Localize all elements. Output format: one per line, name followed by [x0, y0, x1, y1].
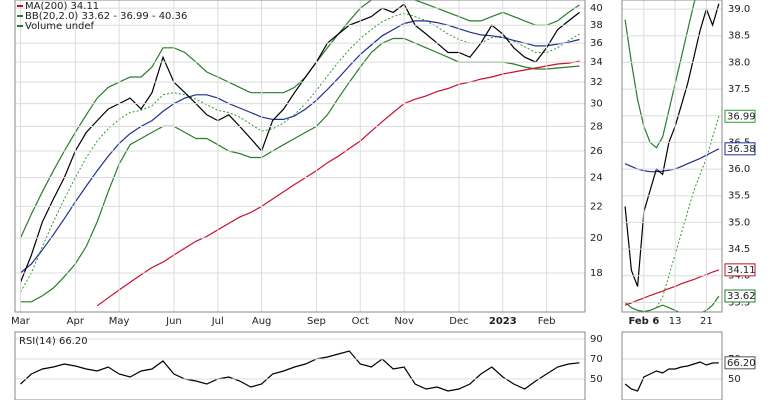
line-series [19, 3, 580, 283]
line-series [20, 20, 580, 274]
legend-label: Volume undef [25, 21, 95, 32]
x-tick-label: Jul [211, 316, 224, 327]
y-tick-label: 38.0 [728, 57, 750, 68]
y-tick-label: 35.0 [728, 217, 750, 228]
value-label-box [724, 263, 756, 277]
line-series [20, 12, 580, 293]
y-tick-label: 38.5 [728, 31, 750, 42]
x-tick-label: Oct [352, 316, 369, 327]
line-series [624, 148, 720, 173]
y-tick-label: 28 [590, 121, 603, 132]
y-tick-label: 30 [590, 99, 603, 110]
y-tick-label: 90 [590, 334, 603, 345]
line-series [655, 116, 720, 308]
y-tick-label: 18 [590, 268, 603, 279]
y-tick-label: 33.5 [728, 297, 750, 308]
value-label-box [724, 289, 756, 303]
y-tick-label: 40 [590, 3, 603, 14]
x-tick-label: Mar [11, 316, 31, 327]
y-tick-label: 37.5 [728, 84, 750, 95]
x-tick-label: Apr [67, 316, 85, 327]
panel-border [621, 331, 723, 400]
value-label-box [724, 142, 756, 156]
legend-label: BB(20,2.0) 33.62 - 36.99 - 40.36 [25, 11, 187, 22]
value-label: 33.62 [727, 291, 756, 302]
y-tick-label: 36 [590, 38, 603, 49]
y-tick-label: 32 [590, 77, 603, 88]
x-tick-label: Aug [252, 316, 272, 327]
x-tick-label: 2023 [489, 316, 517, 327]
value-label: 66.20 [727, 358, 756, 369]
y-tick-label: 22 [590, 201, 603, 212]
y-tick-label: 24 [590, 173, 603, 184]
line-series [96, 60, 580, 307]
x-tick-label: Feb 6 [628, 316, 659, 327]
y-tick-label: 70 [590, 354, 603, 365]
plot-area [624, 361, 719, 392]
x-tick-label: Dec [449, 316, 468, 327]
y-tick-label: 26 [590, 146, 603, 157]
x-tick-label: Sep [307, 316, 326, 327]
x-tick-label: Nov [394, 316, 414, 327]
line-series [624, 0, 696, 149]
panel-border [621, 0, 723, 313]
y-tick-label: 34 [590, 57, 603, 68]
value-label: 36.99 [727, 111, 756, 122]
plot-area [20, 350, 580, 392]
y-tick-label: 38 [590, 20, 603, 31]
y-tick-label: 20 [590, 233, 603, 244]
value-label: 34.11 [727, 265, 756, 276]
x-tick-label: Feb [538, 316, 556, 327]
y-tick-label: 50 [728, 374, 741, 385]
y-tick-label: 39.0 [728, 4, 750, 15]
y-tick-label: 35.5 [728, 191, 750, 202]
y-tick-label: 36.0 [728, 164, 750, 175]
x-tick-label: 13 [669, 316, 682, 327]
panel-border [14, 0, 586, 313]
panel-title: RSI(14) 66.20 [19, 336, 88, 347]
x-tick-label: 21 [700, 316, 713, 327]
value-label: 36.38 [727, 144, 756, 155]
value-label-box [724, 109, 756, 123]
x-tick-label: Jun [165, 316, 182, 327]
panel-border [14, 331, 586, 400]
line-series [624, 361, 719, 392]
legend-label: MA(200) 34.11 [25, 1, 99, 12]
y-tick-label: 34.5 [728, 244, 750, 255]
line-series [20, 350, 580, 392]
x-tick-label: May [109, 316, 130, 327]
y-tick-label: 50 [590, 374, 603, 385]
value-label-box [724, 356, 756, 370]
